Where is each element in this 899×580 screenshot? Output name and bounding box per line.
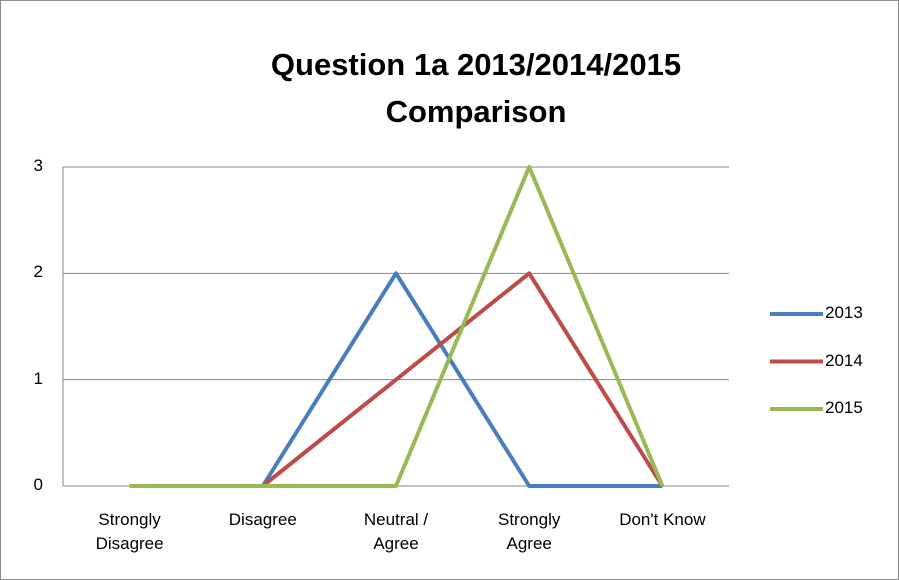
y-tick-label: 1	[33, 368, 43, 388]
y-tick-label: 0	[33, 475, 43, 494]
legend-label: 2013	[825, 303, 863, 322]
x-tick-label: Neutral / Agree	[363, 510, 429, 553]
x-tick-label: Strongly Agree	[498, 510, 561, 553]
y-tick-label: 3	[33, 156, 43, 175]
x-tick-label: Strongly Disagree	[95, 510, 164, 553]
x-tick-label: Don't Know	[619, 510, 706, 529]
x-tick-label: Disagree	[228, 510, 297, 529]
line-series	[129, 165, 665, 488]
chart-title: Question 1a 2013/2014/2015 Comparison	[270, 47, 682, 129]
legend-label: 2014	[825, 350, 863, 370]
y-tick-label: 2	[33, 262, 43, 282]
legend-label: 2015	[825, 398, 863, 417]
